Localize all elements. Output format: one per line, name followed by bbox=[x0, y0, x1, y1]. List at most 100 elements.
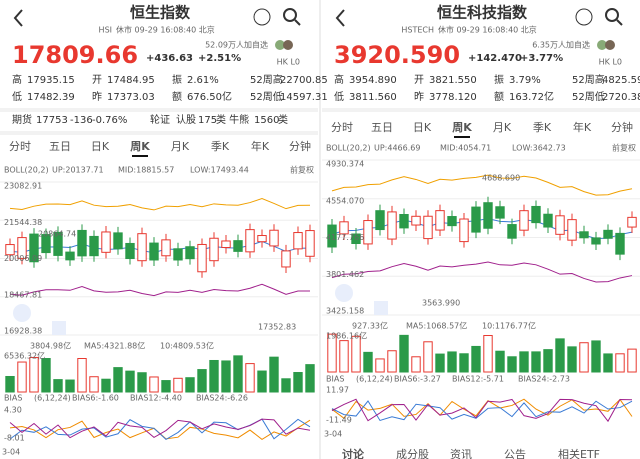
period-tab[interactable]: 日K bbox=[413, 121, 432, 134]
bias12: BIAS12:-5.71 bbox=[452, 375, 504, 384]
status: 休市 09-29 16:08:40 北京 bbox=[438, 25, 537, 35]
y-axis-label: 18467.81 bbox=[4, 290, 42, 299]
period-tab[interactable]: 日K bbox=[91, 140, 110, 153]
stat-label: 52周低 bbox=[572, 90, 605, 103]
warrant-link[interactable]: 轮证 bbox=[150, 113, 170, 126]
period-tab[interactable]: 年K bbox=[573, 120, 592, 134]
volume-bar bbox=[363, 351, 373, 373]
period-tab[interactable]: 周K bbox=[130, 140, 150, 153]
low-annotation: 17352.83 bbox=[258, 323, 296, 332]
candle bbox=[387, 211, 397, 240]
volume-bar bbox=[5, 375, 15, 393]
footer-tab[interactable]: 资讯 bbox=[450, 448, 472, 459]
volume-bar bbox=[495, 350, 505, 373]
high-annotation: 4688.690 bbox=[482, 174, 520, 183]
volume-bar bbox=[209, 359, 219, 393]
high-annotation: 20864.74 bbox=[38, 230, 76, 239]
footer-tab[interactable]: 成分股 bbox=[396, 448, 429, 459]
footer-tab[interactable]: 公告 bbox=[504, 448, 526, 459]
volume-bar bbox=[579, 342, 589, 373]
volume-bar bbox=[507, 356, 517, 373]
volume-bar bbox=[627, 348, 637, 373]
volume-bar bbox=[149, 376, 159, 393]
volume-bar bbox=[41, 358, 51, 393]
candle bbox=[483, 202, 493, 229]
period-tab[interactable]: 五日 bbox=[49, 140, 71, 153]
volume-bar bbox=[447, 351, 457, 373]
stat-value: 3821.550 bbox=[429, 75, 477, 86]
volume-bar bbox=[351, 335, 361, 373]
candle bbox=[209, 237, 219, 262]
footer-tab[interactable]: 讨论 bbox=[342, 447, 365, 459]
period-tab[interactable]: 五日 bbox=[371, 121, 393, 134]
period-tab[interactable]: 分钟 bbox=[611, 120, 633, 134]
volume-bar bbox=[113, 367, 123, 393]
change: +436.63 bbox=[146, 53, 193, 64]
stat-value: 3.79% bbox=[509, 75, 541, 86]
candle bbox=[375, 210, 385, 231]
volume-bar bbox=[245, 363, 255, 393]
stat-label: 高 bbox=[334, 73, 344, 86]
volume-ma5: MA5:1068.57亿 bbox=[406, 321, 467, 331]
stat-value: 3778.120 bbox=[429, 92, 477, 103]
stat-value: 22700.85 bbox=[280, 75, 328, 86]
period-tab[interactable]: 周K bbox=[452, 121, 472, 134]
candle bbox=[591, 237, 601, 245]
bias-params: (6,12,24) bbox=[356, 375, 393, 384]
more-button[interactable] bbox=[253, 8, 271, 26]
candle bbox=[435, 210, 445, 231]
y-axis-label: 3801.462 bbox=[326, 270, 364, 279]
boll-mid: MID:18815.57 bbox=[118, 166, 174, 175]
period-tab[interactable]: 季K bbox=[533, 121, 552, 134]
period-tab[interactable]: 分时 bbox=[331, 121, 353, 134]
adjust-button[interactable]: 前复权 bbox=[290, 165, 314, 175]
candle bbox=[53, 231, 63, 256]
stat-value: 163.72亿 bbox=[509, 90, 554, 103]
futures-change: -136 bbox=[70, 115, 93, 126]
bias6: BIAS6:-1.60 bbox=[72, 394, 119, 403]
candle bbox=[185, 246, 195, 260]
boll-up: UP:20137.71 bbox=[52, 166, 104, 175]
footer-tab[interactable]: 相关ETF bbox=[558, 447, 600, 459]
expand-button[interactable] bbox=[13, 304, 31, 322]
stat-label: 低 bbox=[334, 90, 344, 103]
candle bbox=[137, 233, 147, 262]
period-tab[interactable]: 月K bbox=[171, 140, 190, 153]
bias24: BIAS24:-2.73 bbox=[518, 375, 570, 384]
volume-bar bbox=[293, 372, 303, 393]
period-tab[interactable]: 季K bbox=[211, 140, 230, 153]
volume-ma10: 10:4809.53亿 bbox=[160, 341, 214, 351]
candle bbox=[555, 215, 565, 235]
period-tab[interactable]: 月K bbox=[493, 121, 512, 134]
bias-date: 3-04 bbox=[2, 448, 20, 457]
back-button[interactable] bbox=[335, 9, 345, 27]
search-button[interactable] bbox=[605, 8, 619, 22]
volume-bar bbox=[137, 372, 147, 393]
y-axis-label: 4554.070 bbox=[326, 196, 364, 205]
more-button[interactable] bbox=[575, 8, 593, 26]
volume-bar bbox=[125, 370, 135, 393]
candle bbox=[269, 229, 279, 247]
candle bbox=[113, 232, 123, 250]
stat-label: 52周低 bbox=[250, 90, 283, 103]
stat-label: 昨 bbox=[92, 91, 102, 103]
period-tab[interactable]: 年K bbox=[251, 139, 270, 153]
back-button[interactable] bbox=[13, 9, 23, 27]
volume-bar bbox=[483, 335, 493, 373]
volume-bar bbox=[567, 346, 577, 373]
fullscreen-button[interactable] bbox=[374, 301, 388, 315]
volume-bar bbox=[459, 353, 469, 373]
search-button[interactable] bbox=[283, 8, 297, 22]
volume-bar bbox=[221, 360, 231, 393]
expand-button[interactable] bbox=[335, 284, 353, 302]
badge: HK L0 bbox=[277, 58, 300, 67]
candle bbox=[233, 240, 243, 252]
search-handle bbox=[294, 19, 301, 26]
volume-bar bbox=[65, 379, 75, 393]
adjust-button[interactable]: 前复权 bbox=[612, 143, 636, 153]
fullscreen-button[interactable] bbox=[52, 321, 66, 335]
period-tab[interactable]: 分时 bbox=[9, 140, 31, 153]
period-tab[interactable]: 分钟 bbox=[289, 139, 311, 153]
bias-line bbox=[9, 418, 311, 439]
volume-ma5: MA5:4321.88亿 bbox=[84, 341, 145, 351]
